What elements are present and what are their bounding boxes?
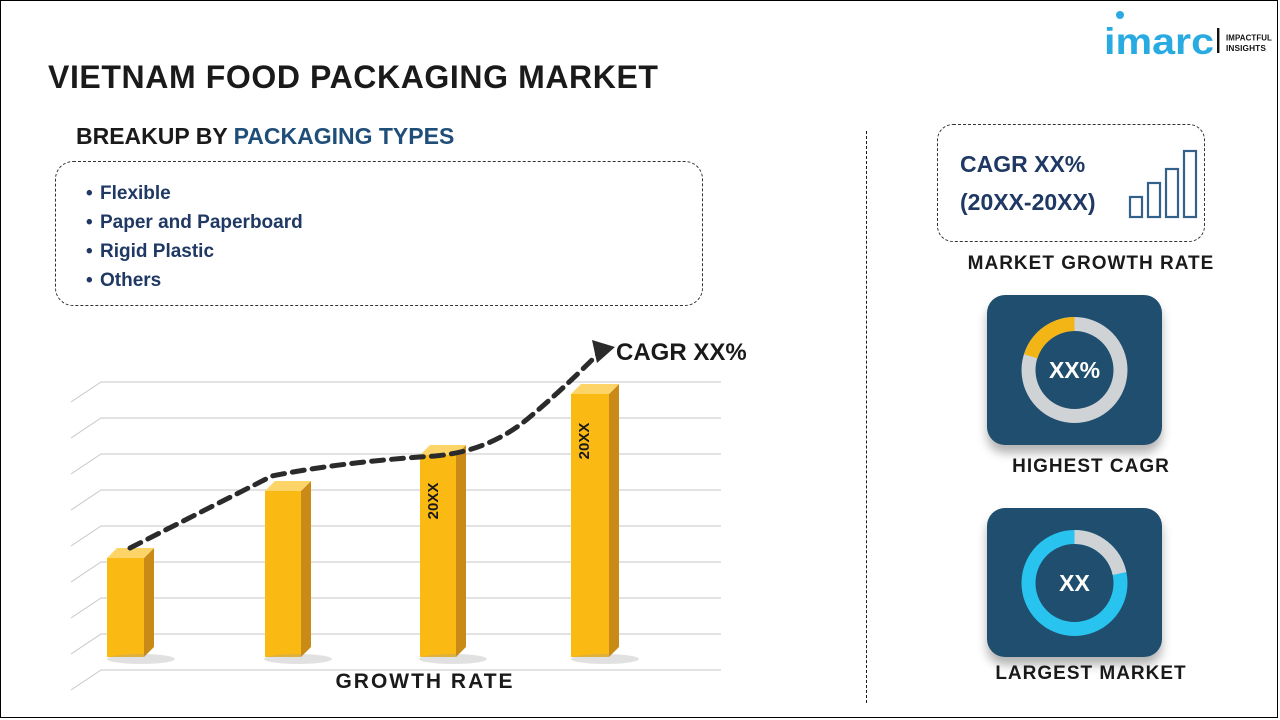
svg-text:XX: XX — [1059, 570, 1090, 596]
svg-text:CAGR XX%: CAGR XX% — [616, 339, 747, 366]
svg-text:IMPACTFUL: IMPACTFUL — [1226, 33, 1272, 42]
svg-text:imarc: imarc — [1105, 21, 1214, 62]
svg-text:INSIGHTS: INSIGHTS — [1226, 44, 1267, 53]
svg-text:20XX: 20XX — [425, 483, 442, 520]
svg-text:20XX: 20XX — [576, 423, 593, 460]
svg-text:XX%: XX% — [1049, 357, 1100, 383]
svg-text:GROWTH RATE: GROWTH RATE — [335, 670, 514, 693]
